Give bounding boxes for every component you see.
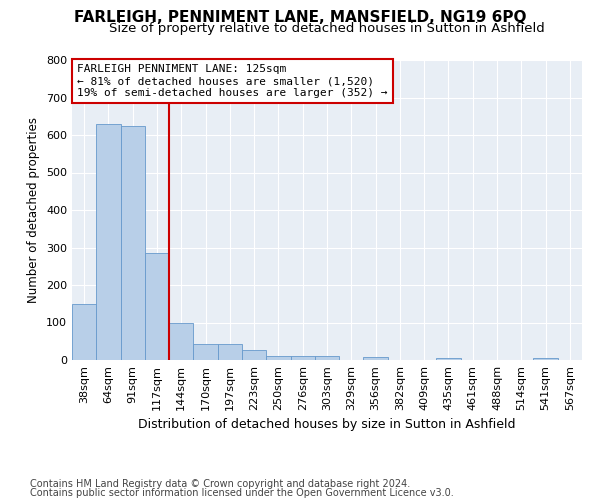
Bar xyxy=(242,350,266,360)
Bar xyxy=(121,126,145,360)
X-axis label: Distribution of detached houses by size in Sutton in Ashfield: Distribution of detached houses by size … xyxy=(138,418,516,432)
Text: Contains HM Land Registry data © Crown copyright and database right 2024.: Contains HM Land Registry data © Crown c… xyxy=(30,479,410,489)
Bar xyxy=(218,344,242,360)
Bar xyxy=(145,253,169,360)
Bar xyxy=(533,358,558,360)
Bar xyxy=(436,358,461,360)
Bar xyxy=(193,344,218,360)
Text: Contains public sector information licensed under the Open Government Licence v3: Contains public sector information licen… xyxy=(30,488,454,498)
Bar xyxy=(315,356,339,360)
Bar xyxy=(266,356,290,360)
Bar xyxy=(169,322,193,360)
Bar xyxy=(290,356,315,360)
Bar xyxy=(364,357,388,360)
Bar xyxy=(96,124,121,360)
Text: FARLEIGH, PENNIMENT LANE, MANSFIELD, NG19 6PQ: FARLEIGH, PENNIMENT LANE, MANSFIELD, NG1… xyxy=(74,10,526,25)
Text: FARLEIGH PENNIMENT LANE: 125sqm
← 81% of detached houses are smaller (1,520)
19%: FARLEIGH PENNIMENT LANE: 125sqm ← 81% of… xyxy=(77,64,388,98)
Title: Size of property relative to detached houses in Sutton in Ashfield: Size of property relative to detached ho… xyxy=(109,22,545,35)
Bar xyxy=(72,304,96,360)
Y-axis label: Number of detached properties: Number of detached properties xyxy=(28,117,40,303)
